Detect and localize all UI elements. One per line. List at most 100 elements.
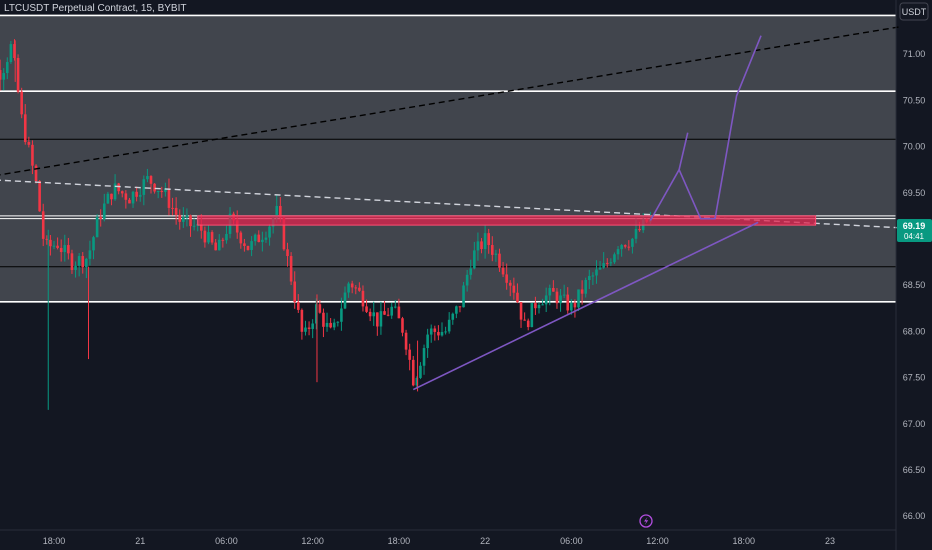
candle-body	[616, 249, 620, 255]
candle-body	[354, 287, 358, 289]
candle-body	[498, 253, 501, 268]
candle-body	[322, 312, 325, 327]
candle-body	[358, 287, 361, 291]
drawing-overlays[interactable]	[197, 35, 817, 391]
candle-body	[598, 267, 602, 270]
candle-body	[243, 243, 246, 246]
candle-body	[146, 176, 149, 180]
candle-body	[275, 205, 279, 219]
candle-body	[41, 211, 45, 239]
price-tick-label: 67.50	[903, 373, 926, 383]
time-tick-label: 12:00	[646, 536, 669, 546]
candle-body	[343, 292, 347, 309]
candle-body	[440, 332, 444, 336]
candle-body	[138, 194, 142, 197]
time-axis[interactable]: 18:00 21 06:00 12:00 18:00 22 06:00 12:00 18:00 2…	[43, 536, 835, 546]
candle-body	[311, 323, 314, 329]
candlestick-series	[0, 39, 652, 410]
shaded-zone	[0, 15, 896, 92]
candle-body	[296, 301, 300, 310]
candle-body	[494, 253, 498, 255]
candle-body	[541, 304, 544, 306]
candle-body	[426, 334, 429, 349]
candle-body	[142, 179, 146, 195]
candle-body	[5, 62, 9, 74]
candle-body	[401, 318, 404, 333]
candle-body	[386, 314, 390, 316]
tradingview-bolt-icon[interactable]	[639, 514, 653, 528]
candle-body	[566, 294, 570, 311]
projection-path[interactable]	[649, 35, 762, 221]
candle-body	[577, 289, 580, 308]
candle-body	[318, 304, 322, 313]
candle-body	[27, 142, 31, 145]
candle-body	[307, 327, 311, 329]
candle-body	[437, 331, 440, 336]
currency-button[interactable]: USDT	[899, 2, 929, 21]
time-tick-label: 18:00	[43, 536, 66, 546]
candle-body	[372, 312, 376, 317]
candle-body	[634, 228, 638, 239]
candle-body	[473, 250, 476, 269]
horizontal-levels[interactable]	[0, 14, 896, 303]
candle-body	[591, 275, 595, 277]
candle-body	[253, 234, 257, 242]
resistance-zone-box[interactable]	[197, 215, 817, 226]
candle-body	[34, 165, 38, 181]
candle-body	[70, 253, 74, 270]
candle-body	[609, 262, 613, 264]
candle-body	[526, 320, 530, 328]
candle-body	[304, 327, 307, 332]
candle-body	[368, 311, 372, 317]
candle-body	[120, 191, 124, 194]
candle-body	[605, 263, 609, 265]
candle-body	[286, 249, 289, 257]
candle-body	[250, 241, 253, 250]
candle-body	[469, 268, 473, 275]
candle-body	[20, 91, 23, 115]
ascending-support-line[interactable]	[412, 221, 759, 391]
candle-body	[67, 245, 70, 254]
candle-body	[63, 245, 67, 253]
candle-body	[620, 245, 623, 250]
price-tick-label: 69.50	[903, 188, 926, 198]
candle-body	[77, 256, 81, 266]
projection-spike[interactable]	[678, 132, 689, 170]
candle-body	[429, 328, 433, 335]
candle-body	[81, 256, 85, 268]
candle-body	[74, 265, 77, 270]
price-tick-label: 68.00	[903, 326, 926, 336]
candle-body	[164, 188, 167, 192]
candle-body	[419, 365, 422, 378]
candle-body	[113, 183, 117, 200]
candle-body	[562, 294, 566, 296]
candle-body	[88, 250, 92, 259]
candle-body	[415, 377, 419, 386]
candle-body	[534, 303, 537, 309]
candle-body	[300, 309, 304, 332]
candle-body	[631, 238, 634, 247]
price-tick-label: 66.00	[903, 511, 926, 521]
candle-body	[203, 230, 207, 243]
candle-body	[490, 245, 494, 255]
candle-body	[512, 285, 516, 293]
candle-body	[379, 311, 383, 327]
candle-body	[336, 321, 340, 323]
candle-body	[0, 70, 2, 80]
time-tick-label: 18:00	[388, 536, 411, 546]
dashed-trendline[interactable]	[0, 25, 902, 178]
time-tick-label: 06:00	[215, 536, 238, 546]
candle-body	[465, 274, 469, 286]
candle-body	[59, 247, 63, 253]
candle-body	[261, 239, 264, 243]
time-tick-label: 23	[825, 536, 835, 546]
candle-body	[192, 225, 196, 227]
candle-body	[523, 319, 526, 321]
candle-body	[365, 306, 368, 312]
candle-body	[447, 319, 451, 332]
candle-body	[167, 188, 171, 208]
candle-body	[102, 203, 106, 219]
candle-body	[476, 241, 480, 251]
candle-body	[580, 289, 584, 294]
